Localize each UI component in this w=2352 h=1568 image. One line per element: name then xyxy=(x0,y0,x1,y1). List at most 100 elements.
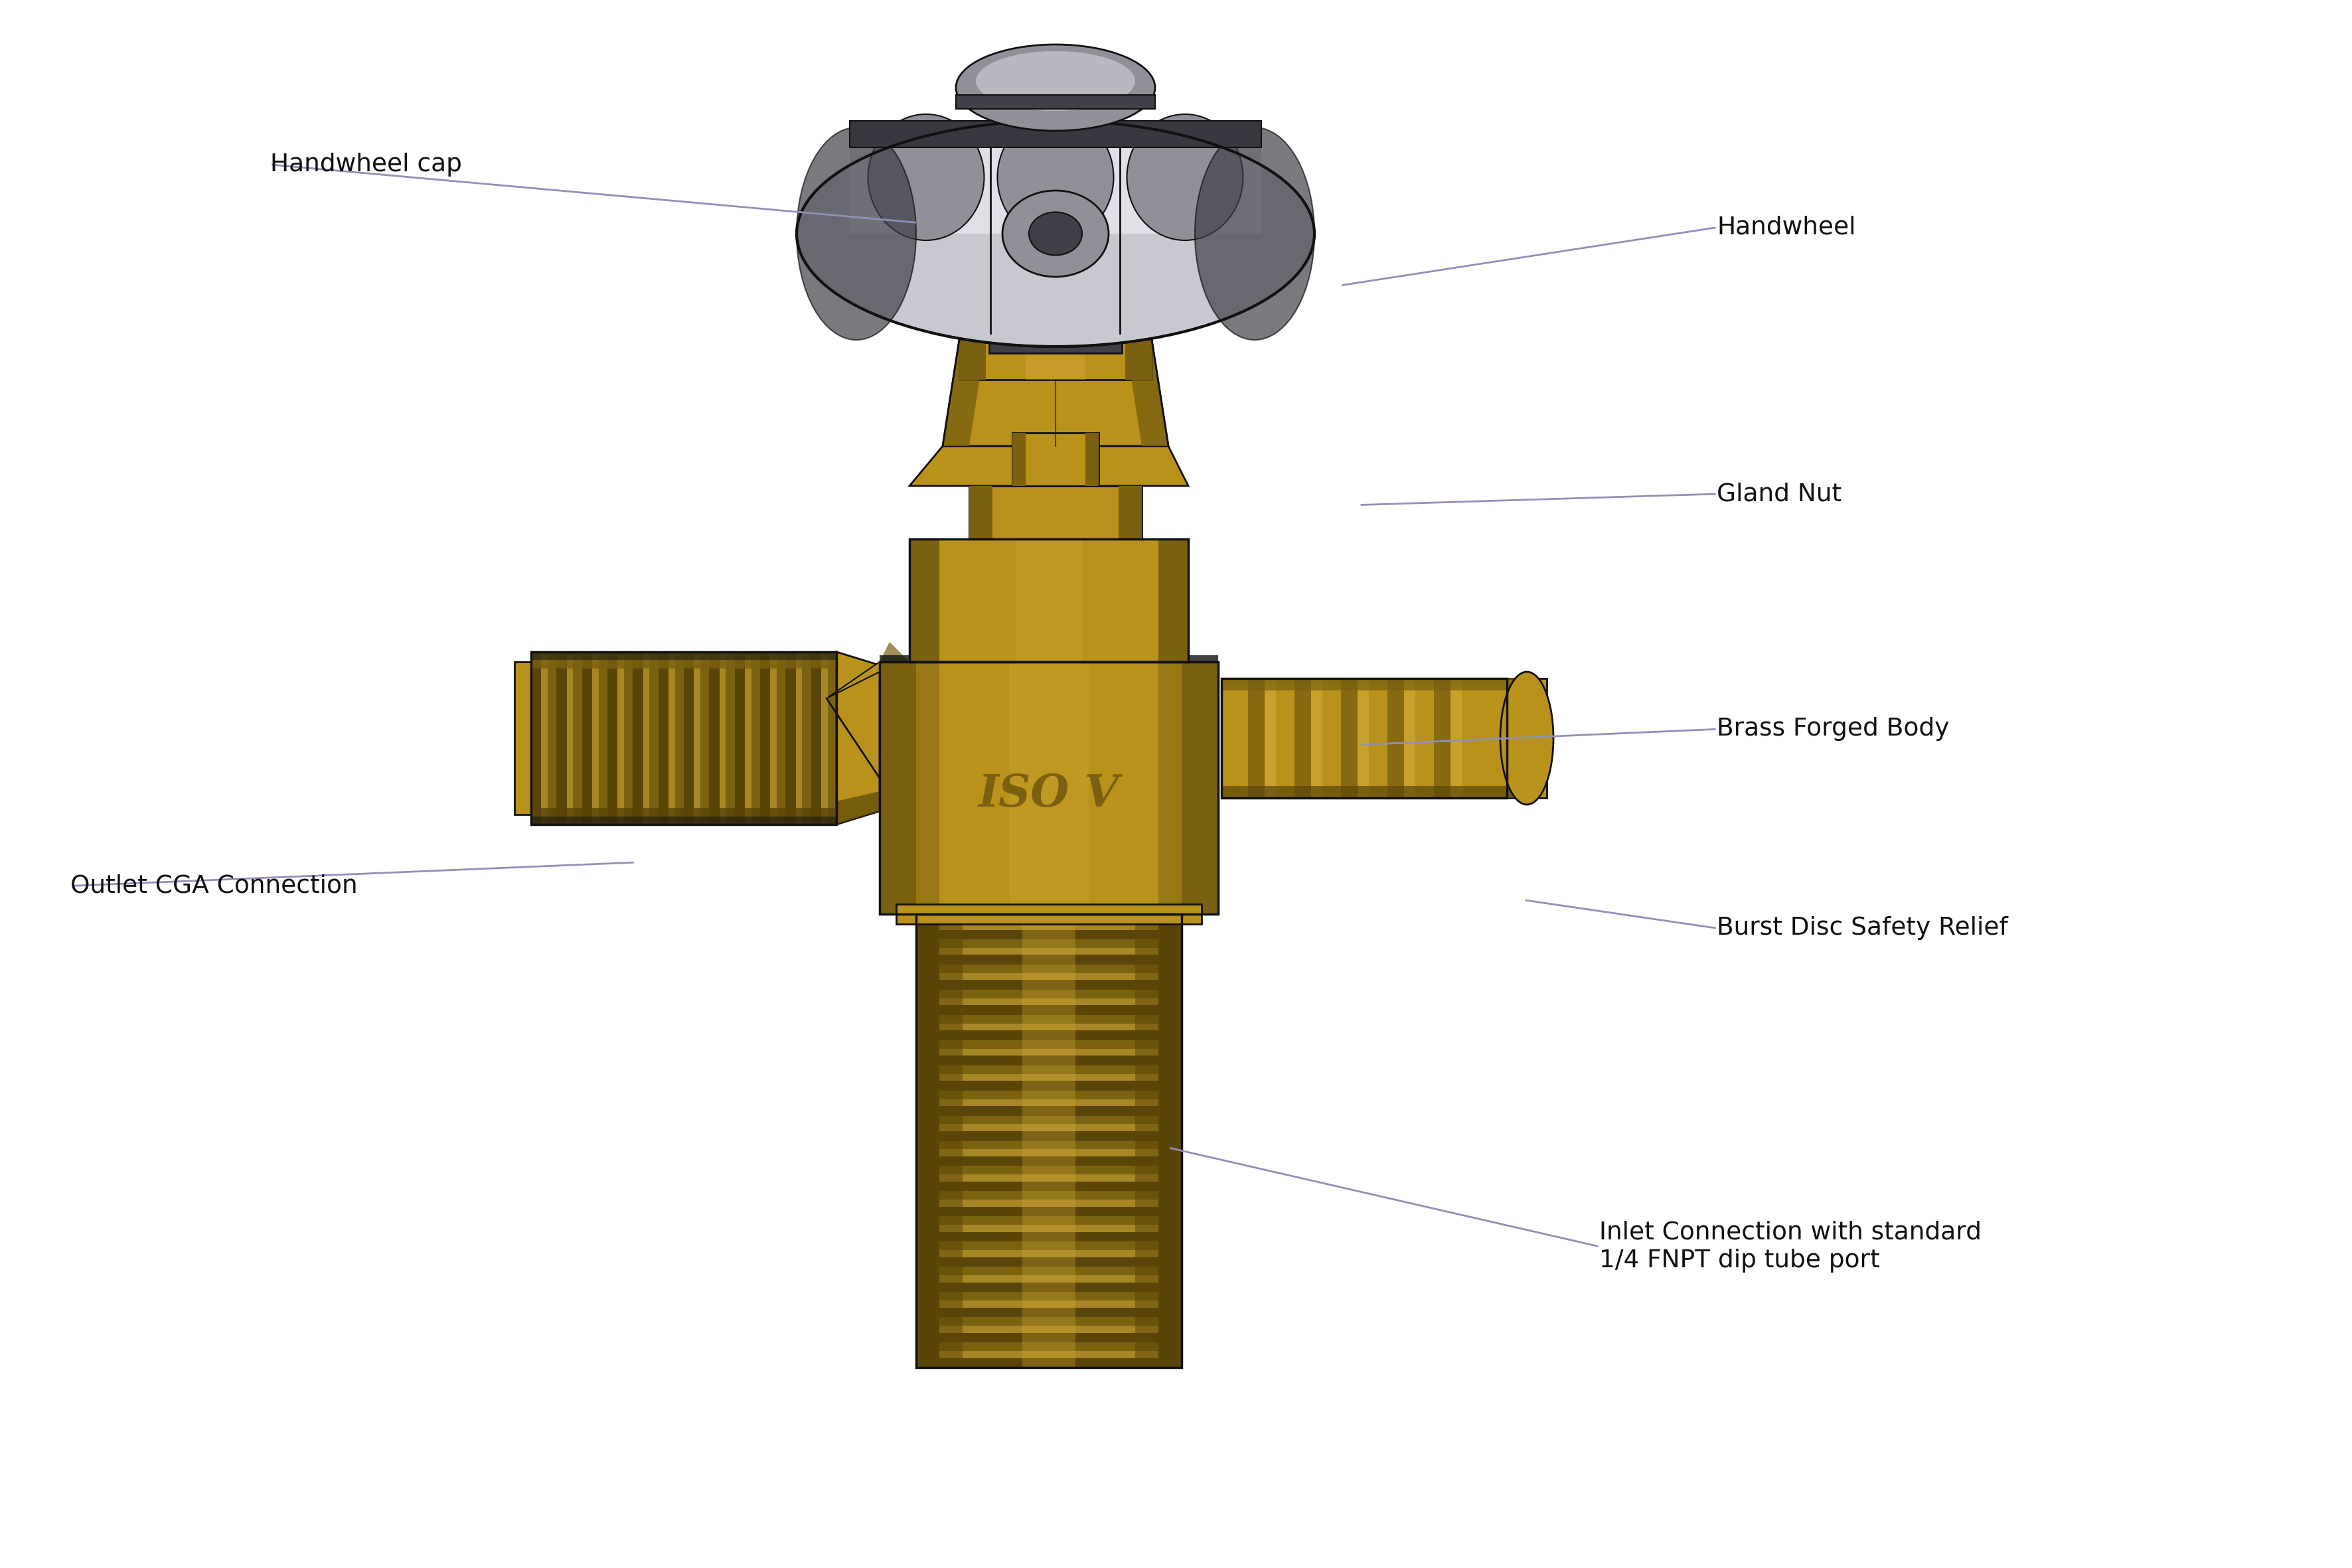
Bar xyxy=(1265,679,1275,798)
Bar xyxy=(532,817,837,825)
Bar xyxy=(1508,679,1548,798)
Bar xyxy=(1310,679,1322,798)
Bar xyxy=(917,1124,1181,1131)
Bar xyxy=(593,652,597,825)
Text: Handwheel: Handwheel xyxy=(1717,215,1856,240)
Bar xyxy=(1435,679,1451,798)
Bar xyxy=(532,652,541,825)
Ellipse shape xyxy=(1195,127,1315,340)
Bar xyxy=(917,1333,1181,1342)
Bar xyxy=(917,1232,1181,1242)
Text: Gland Nut: Gland Nut xyxy=(1717,481,1842,506)
Ellipse shape xyxy=(1127,114,1244,240)
Bar xyxy=(786,652,795,825)
Polygon shape xyxy=(880,655,910,662)
Bar xyxy=(1341,679,1357,798)
Bar xyxy=(917,1283,1181,1292)
Bar xyxy=(955,96,1155,108)
Text: Inlet Connection with standard
1/4 FNPT dip tube port: Inlet Connection with standard 1/4 FNPT … xyxy=(1599,1221,1983,1272)
Bar xyxy=(684,652,694,825)
Ellipse shape xyxy=(1002,191,1108,278)
Bar xyxy=(694,652,701,825)
Bar xyxy=(760,652,771,825)
Bar xyxy=(1357,679,1369,798)
Bar xyxy=(917,1131,1181,1142)
Bar xyxy=(917,914,1181,1367)
Bar xyxy=(795,652,802,825)
Polygon shape xyxy=(837,652,880,825)
Bar xyxy=(1181,662,1218,914)
Bar xyxy=(969,486,1141,539)
Bar xyxy=(1011,433,1025,486)
Bar xyxy=(607,652,619,825)
Bar xyxy=(1084,433,1098,486)
Bar xyxy=(1294,679,1310,798)
Polygon shape xyxy=(943,340,1169,447)
Bar xyxy=(532,652,837,668)
Bar xyxy=(1009,662,1089,914)
Polygon shape xyxy=(826,662,880,698)
Bar xyxy=(1016,539,1082,662)
Bar xyxy=(917,1099,1181,1105)
Bar xyxy=(917,1024,1181,1030)
Bar xyxy=(910,539,938,662)
Ellipse shape xyxy=(797,127,917,340)
Bar xyxy=(917,1200,1181,1207)
Bar xyxy=(1136,914,1181,1367)
Bar xyxy=(917,1157,1181,1167)
Bar xyxy=(659,652,668,825)
Bar xyxy=(917,1182,1181,1192)
Bar xyxy=(917,1105,1181,1115)
Bar xyxy=(960,340,1152,379)
Bar xyxy=(515,662,532,814)
Bar xyxy=(532,808,837,825)
Bar xyxy=(910,539,1188,662)
Bar xyxy=(1388,679,1404,798)
Bar xyxy=(532,652,837,825)
Ellipse shape xyxy=(1028,212,1082,256)
Bar xyxy=(880,662,1218,914)
Polygon shape xyxy=(1124,340,1169,447)
Bar xyxy=(896,905,1202,924)
Bar xyxy=(917,930,1181,939)
Bar xyxy=(917,1258,1181,1267)
Bar xyxy=(1404,679,1416,798)
Bar xyxy=(969,486,993,539)
Bar xyxy=(720,652,727,825)
Bar xyxy=(1011,303,1098,317)
Bar xyxy=(917,1300,1181,1308)
Text: Handwheel cap: Handwheel cap xyxy=(270,152,463,177)
Bar xyxy=(917,1352,1181,1358)
Text: Brass Forged Body: Brass Forged Body xyxy=(1717,717,1950,742)
Bar xyxy=(567,652,574,825)
Bar xyxy=(642,652,649,825)
Bar xyxy=(917,980,1181,989)
Bar xyxy=(917,914,962,1367)
Bar xyxy=(917,1250,1181,1258)
Bar xyxy=(910,539,1188,662)
Bar xyxy=(541,652,548,825)
Bar xyxy=(849,127,1261,234)
Bar xyxy=(917,1225,1181,1232)
Bar xyxy=(734,652,746,825)
Ellipse shape xyxy=(976,52,1136,111)
Polygon shape xyxy=(880,641,910,662)
Bar xyxy=(1221,679,1508,798)
Bar xyxy=(917,1049,1181,1055)
Bar xyxy=(917,1174,1181,1182)
Text: Outlet CGA Connection: Outlet CGA Connection xyxy=(71,873,358,898)
Bar xyxy=(1160,662,1218,914)
Bar xyxy=(821,652,828,825)
Bar xyxy=(668,652,675,825)
Bar xyxy=(633,652,642,825)
Bar xyxy=(849,121,1261,147)
Bar xyxy=(1124,340,1152,379)
Bar xyxy=(710,652,720,825)
Ellipse shape xyxy=(868,114,983,240)
Ellipse shape xyxy=(955,44,1155,130)
Bar xyxy=(917,999,1181,1005)
Bar xyxy=(811,652,821,825)
Polygon shape xyxy=(826,671,880,778)
Bar xyxy=(1011,433,1098,486)
Bar xyxy=(917,914,938,1367)
